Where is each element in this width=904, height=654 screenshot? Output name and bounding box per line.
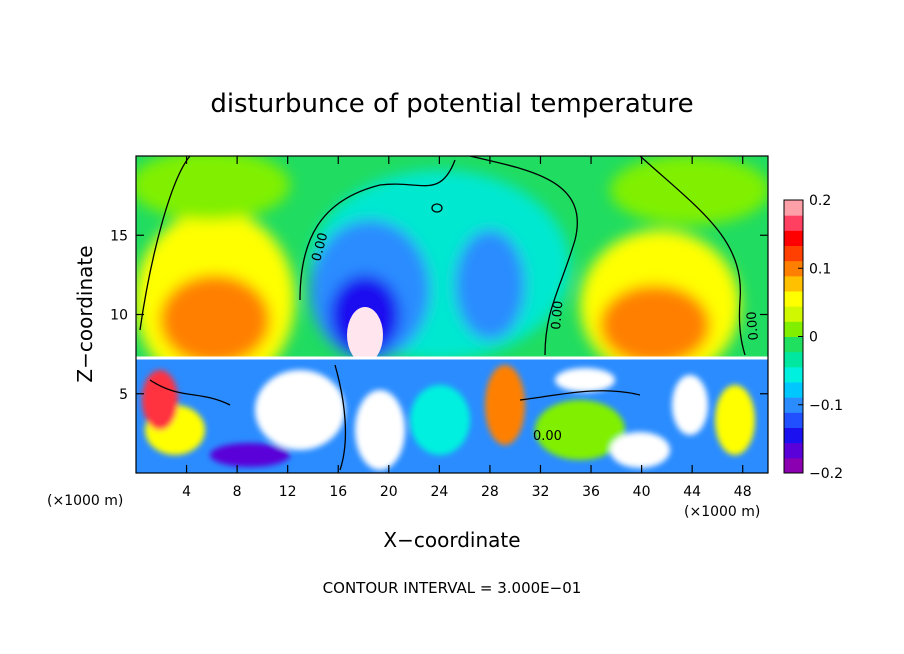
x-tick-label: 28 [481,484,499,500]
field-warm-core-right [600,285,710,365]
colorbar-tick-label: 0 [809,330,818,346]
colorbar-swatch [784,245,803,262]
contour-label-left: 0.00 [309,231,331,263]
x-tick-label: 16 [329,484,347,500]
contour-lower-3 [149,379,231,406]
x-axis-label: X−coordinate [383,528,520,552]
field-cool-blob-right [455,230,525,340]
colorbar-swatch [784,366,803,383]
x-tick-label: 12 [279,484,297,500]
colorbar-swatch [784,215,803,231]
chart-title: disturbunce of potential temperature [210,89,693,119]
x-tick-label: 32 [532,484,550,500]
y-axis: 5 10 15 [110,228,768,403]
x-tick-label: 48 [734,484,752,500]
x-unit-left: (×1000 m) [47,493,123,509]
field-low-white-5 [555,368,615,392]
colorbar-swatch [784,306,803,322]
contour-line-center [299,156,578,356]
field-hot-spot-center [347,307,383,363]
field-low-white-3 [610,432,670,468]
colorbar-swatch [784,457,803,474]
colorbar-ticks: 0.2 0.1 0 −0.1 −0.2 [798,193,843,482]
field-green-top-right [610,156,768,225]
colorbar-swatch [784,397,803,413]
contour-lower-1 [519,390,641,401]
x-tick-label: 36 [582,484,600,500]
contour-lower-2 [334,364,347,471]
contour-small-loop [431,203,443,213]
colorbar-tick-label: −0.2 [809,466,843,482]
y-tick-label: 15 [110,228,128,244]
contour-interval-note: CONTOUR INTERVAL = 3.000E−01 [323,579,582,597]
x-tick-label: 8 [233,484,242,500]
colorbar-swatch [784,427,803,444]
field-low-white-2 [355,390,405,470]
y-axis-label: Z−coordinate [73,245,97,382]
field-low-cyan-1 [410,385,470,455]
x-axis: 4 8 12 16 20 24 28 32 36 40 44 48 [182,156,752,500]
contour-label-edge: 0.00 [745,311,762,341]
colorbar-swatch [784,291,803,307]
field-low-green-1 [535,400,625,460]
x-tick-label: 40 [633,484,651,500]
colorbar-swatch [784,382,803,398]
x-tick-label: 4 [182,484,191,500]
y-tick-label: 5 [119,387,128,403]
colorbar [784,200,803,474]
colorbar-swatch [784,321,803,337]
field-low-white-4 [672,375,708,435]
field-low-white-1 [255,370,345,450]
colorbar-swatch [784,442,803,459]
field-low-red-1 [142,370,178,430]
colorbar-tick-label: 0.1 [809,261,831,277]
x-tick-label: 44 [683,484,701,500]
field-low-yellow-2 [715,385,755,455]
heatmap-field: 0.00 0.00 0.00 0.00 [136,156,768,473]
contour-line-right [639,156,746,356]
field-warm-core-left [160,275,270,365]
colorbar-swatch [784,200,803,216]
x-unit-right: (×1000 m) [684,504,760,520]
contour-label-right: 0.00 [549,300,566,330]
field-green-top-left [136,156,290,220]
colorbar-swatch [784,351,803,368]
colorbar-swatch [784,412,803,428]
x-tick-label: 20 [380,484,398,500]
contour-label-lower: 0.00 [533,429,562,444]
contour-line-left [139,156,191,331]
colorbar-swatch [784,336,803,353]
colorbar-swatch [784,230,803,246]
field-low-orange-1 [485,365,525,445]
colorbar-tick-label: 0.2 [809,193,831,209]
x-tick-label: 24 [430,484,448,500]
field-low-magenta-1 [210,443,290,467]
colorbar-swatch [784,260,803,277]
colorbar-swatch [784,275,803,292]
colorbar-tick-label: −0.1 [809,398,843,414]
y-tick-label: 10 [110,308,128,324]
